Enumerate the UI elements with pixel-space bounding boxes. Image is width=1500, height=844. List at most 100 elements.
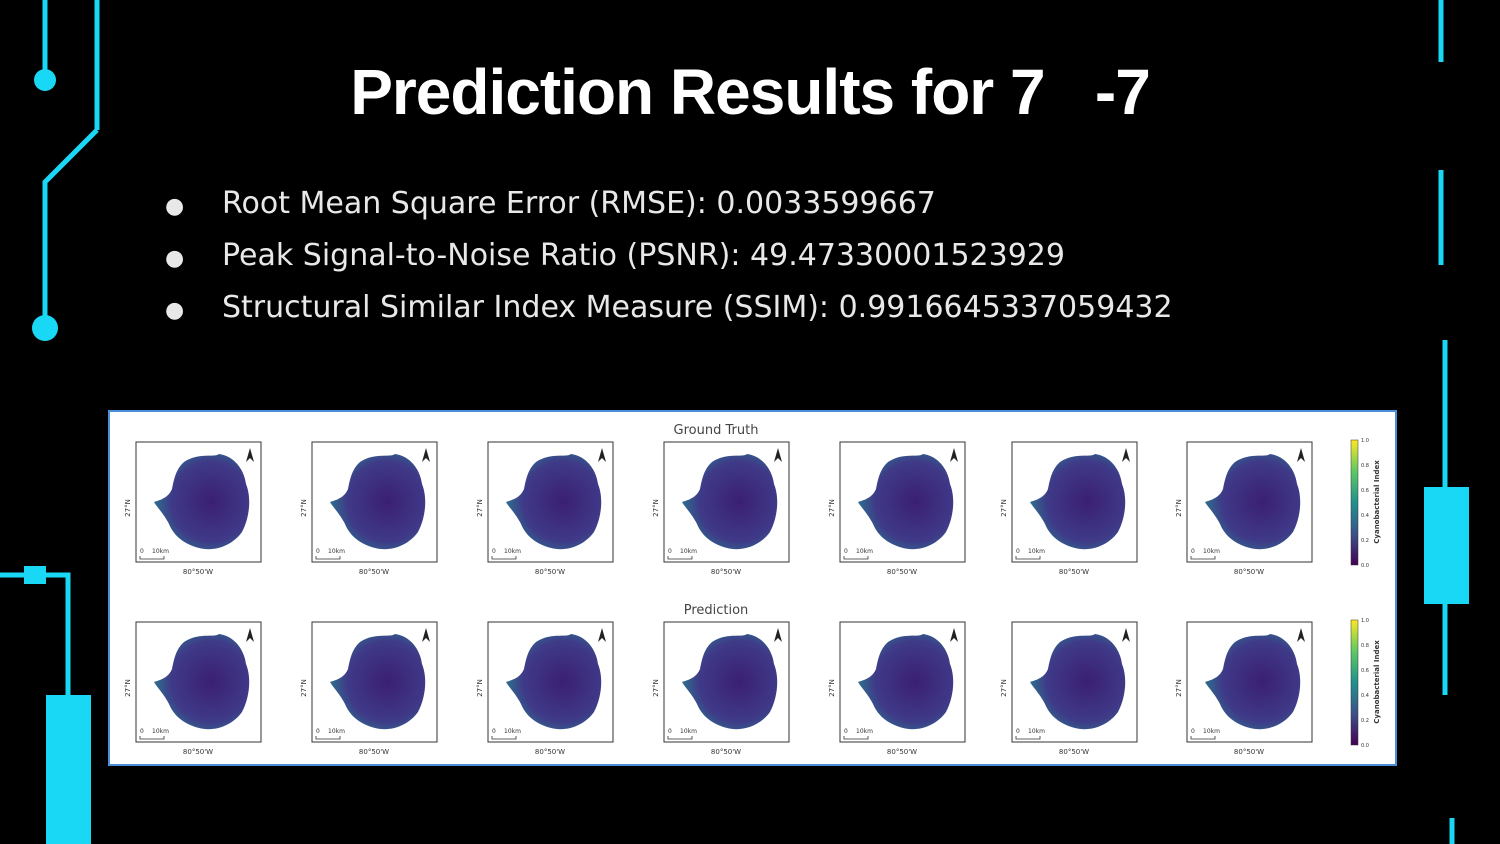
north-arrow [1122,448,1130,462]
scale-zero: 0 [844,728,848,735]
lat-label: 27°N [652,679,660,697]
north-arrow [598,448,606,462]
lat-label: 27°N [300,679,308,697]
scale-label: 10km [504,548,521,555]
north-arrow [422,628,430,642]
scale-bar [315,736,341,740]
scale-label: 10km [152,728,169,735]
lon-label: 80°50'W [183,748,213,756]
lake-shape [330,634,426,730]
scale-label: 10km [1203,728,1220,735]
scale-label: 10km [680,548,697,555]
scale-label: 10km [856,548,873,555]
lake-shape [506,634,602,730]
scale-label: 10km [504,728,521,735]
scale-label: 10km [328,728,345,735]
metrics-list: ● Root Mean Square Error (RMSE): 0.003359… [165,178,1173,334]
colorbar-tick-label: 0.6 [1361,488,1369,494]
lon-label: 80°50'W [535,748,565,756]
lat-label: 27°N [828,679,836,697]
lake-shape [154,454,250,550]
colorbar-gradient [1350,439,1359,566]
colorbar-gradient [1350,619,1359,746]
colorbar-tick-label: 1.0 [1361,618,1369,624]
lon-label: 80°50'W [535,568,565,576]
scale-bar [139,736,165,740]
scale-zero: 0 [492,548,496,555]
scale-zero: 0 [668,728,672,735]
north-arrow [246,628,254,642]
map-panel: 27°N 80°50'W 0 10km [124,621,262,756]
scale-bar [843,736,869,740]
scale-zero: 0 [140,548,144,555]
scale-label: 10km [1028,548,1045,555]
colorbar-tick-label: 0.6 [1361,668,1369,674]
lat-label: 27°N [476,499,484,517]
slide-title: Prediction Results for 7 -7 [350,56,1151,128]
north-arrow [246,448,254,462]
scale-zero: 0 [1191,548,1195,555]
scale-bar [491,556,517,560]
scale-bar [1190,736,1216,740]
lon-label: 80°50'W [359,748,389,756]
map-panel: 27°N 80°50'W 0 10km [1175,621,1313,756]
map-panel: 27°N 80°50'W 0 10km [828,621,966,756]
colorbar-tick-label: 0.4 [1361,693,1369,699]
map-panel: 27°N 80°50'W 0 10km [300,621,438,756]
colorbar-label: Cyanobacterial Index [1373,460,1381,544]
lake-shape [1205,454,1301,550]
lon-label: 80°50'W [887,568,917,576]
lon-label: 80°50'W [711,568,741,576]
north-arrow [774,628,782,642]
lon-label: 80°50'W [359,568,389,576]
row-title: Prediction [684,603,749,618]
scale-zero: 0 [316,548,320,555]
lake-shape [154,634,250,730]
map-panel: 27°N 80°50'W 0 10km [476,621,614,756]
map-panel: 27°N 80°50'W 0 10km [652,441,790,576]
lake-shape [682,454,778,550]
lat-label: 27°N [652,499,660,517]
colorbar-label: Cyanobacterial Index [1373,640,1381,724]
lake-shape [682,634,778,730]
scale-bar [1015,556,1041,560]
scale-zero: 0 [1016,728,1020,735]
scale-zero: 0 [668,548,672,555]
scale-label: 10km [152,548,169,555]
scale-bar [1190,556,1216,560]
scale-zero: 0 [1191,728,1195,735]
colorbar-tick-label: 0.2 [1361,538,1369,544]
metric-item: ● Structural Similar Index Measure (SSIM)… [165,290,1173,325]
colorbar: 0.0 0.2 0.4 0.6 0.8 1.0 Cyanobacterial Index [1350,438,1381,569]
lake-shape [1205,634,1301,730]
scale-zero: 0 [844,548,848,555]
scale-label: 10km [856,728,873,735]
scale-bar [139,556,165,560]
lat-label: 27°N [1000,499,1008,517]
lon-label: 80°50'W [711,748,741,756]
lon-label: 80°50'W [183,568,213,576]
map-panel: 27°N 80°50'W 0 10km [652,621,790,756]
map-panel: 27°N 80°50'W 0 10km [1175,441,1313,576]
scale-bar [843,556,869,560]
north-arrow [1297,448,1305,462]
north-arrow [774,448,782,462]
scale-label: 10km [680,728,697,735]
colorbar-tick-label: 0.0 [1361,743,1369,749]
lon-label: 80°50'W [1059,568,1089,576]
lat-label: 27°N [1175,499,1183,517]
map-panel: 27°N 80°50'W 0 10km [1000,441,1138,576]
scale-zero: 0 [316,728,320,735]
lon-label: 80°50'W [1234,568,1264,576]
map-panel: 27°N 80°50'W 0 10km [1000,621,1138,756]
scale-bar [667,736,693,740]
north-arrow [1122,628,1130,642]
lake-shape [330,454,426,550]
map-panel: 27°N 80°50'W 0 10km [300,441,438,576]
scale-bar [315,556,341,560]
north-arrow [598,628,606,642]
metric-item: ● Peak Signal-to-Noise Ratio (PSNR): 49.4… [165,238,1065,273]
metric-text: Structural Similar Index Measure (SSIM):… [222,290,1173,325]
